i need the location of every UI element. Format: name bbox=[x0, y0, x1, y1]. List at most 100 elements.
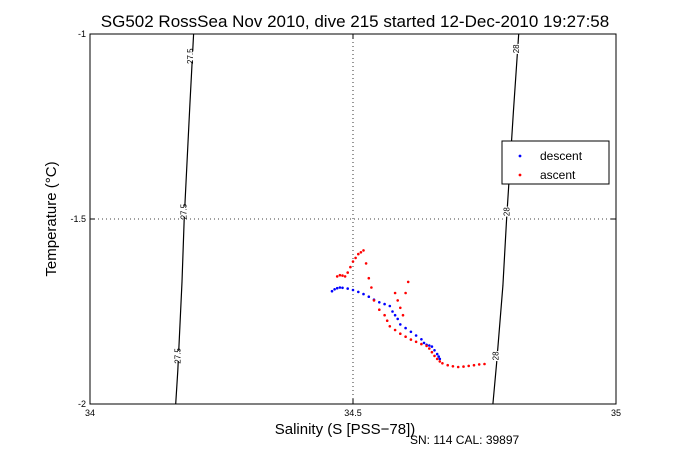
legend: descent ascent bbox=[501, 140, 610, 185]
x-tick-label: 35 bbox=[611, 408, 621, 418]
point-ascent bbox=[383, 313, 386, 317]
point-ascent bbox=[472, 363, 476, 367]
point-ascent bbox=[378, 308, 381, 312]
point-ascent bbox=[357, 252, 360, 256]
serial-calibration-footer: SN: 114 CAL: 39897 bbox=[410, 433, 520, 447]
point-ascent bbox=[420, 342, 423, 346]
point-descent bbox=[435, 352, 439, 356]
point-ascent bbox=[401, 313, 405, 317]
point-descent bbox=[409, 330, 413, 334]
point-descent bbox=[338, 286, 342, 289]
point-ascent bbox=[409, 338, 413, 341]
contour-label: 27.5 bbox=[186, 48, 195, 64]
point-descent bbox=[383, 302, 386, 306]
legend-label-descent: descent bbox=[540, 149, 583, 163]
point-descent bbox=[351, 288, 355, 292]
point-ascent bbox=[399, 332, 402, 336]
axis-ticks: 34 34.5 35 -1 -1.5 -2 bbox=[70, 29, 621, 418]
point-descent bbox=[414, 334, 418, 337]
contour-label: 28 bbox=[503, 207, 512, 216]
point-ascent bbox=[414, 340, 418, 344]
point-descent bbox=[388, 304, 392, 308]
point-descent bbox=[346, 287, 350, 290]
point-descent bbox=[341, 286, 344, 290]
point-ascent bbox=[404, 335, 407, 339]
point-ascent bbox=[404, 291, 407, 295]
y-axis-label: Temperature (°C) bbox=[43, 161, 60, 276]
point-descent bbox=[404, 326, 407, 330]
contour-label-bg bbox=[167, 350, 188, 362]
contour-label: 27.5 bbox=[180, 203, 189, 219]
x-axis-label: Salinity (S [PSS−78]) bbox=[275, 421, 415, 438]
x-tick-label: 34 bbox=[85, 408, 95, 418]
legend-label-ascent: ascent bbox=[540, 168, 576, 182]
point-descent bbox=[396, 317, 400, 321]
contour-line bbox=[175, 33, 195, 405]
point-ascent bbox=[477, 363, 481, 366]
contour-label: 28 bbox=[492, 351, 501, 360]
point-ascent bbox=[362, 249, 365, 252]
point-descent bbox=[378, 301, 381, 304]
point-descent bbox=[428, 344, 431, 347]
point-ascent bbox=[346, 271, 350, 274]
contour-label-bg bbox=[485, 350, 506, 362]
contour-label: 27.5 bbox=[173, 348, 182, 364]
point-ascent bbox=[364, 262, 368, 265]
legend-marker-descent bbox=[518, 154, 522, 158]
data-points bbox=[330, 249, 486, 369]
legend-marker-ascent bbox=[518, 173, 522, 177]
point-ascent bbox=[385, 319, 389, 323]
y-tick-label: -1 bbox=[78, 29, 86, 39]
point-descent bbox=[433, 349, 436, 352]
point-ascent bbox=[456, 365, 460, 369]
contour-line bbox=[492, 33, 520, 405]
point-descent bbox=[399, 323, 402, 326]
chart-title: SG502 RossSea Nov 2010, dive 215 started… bbox=[101, 12, 609, 31]
y-tick-label: -1.5 bbox=[70, 214, 86, 224]
point-ascent bbox=[370, 286, 373, 289]
point-ascent bbox=[428, 347, 431, 350]
point-ascent bbox=[372, 299, 376, 302]
point-ascent bbox=[396, 299, 400, 302]
contour-label-bg bbox=[179, 50, 201, 62]
point-descent bbox=[438, 357, 442, 361]
point-descent bbox=[333, 288, 336, 291]
point-ascent bbox=[462, 365, 465, 368]
point-ascent bbox=[435, 357, 439, 361]
point-ascent bbox=[438, 360, 442, 363]
point-descent bbox=[420, 338, 423, 341]
point-descent bbox=[357, 290, 360, 294]
point-ascent bbox=[349, 265, 352, 269]
point-ascent bbox=[359, 251, 363, 254]
point-ascent bbox=[341, 274, 344, 277]
point-descent bbox=[393, 313, 397, 317]
point-ascent bbox=[338, 273, 342, 277]
point-ascent bbox=[451, 365, 455, 368]
contour-label: 28 bbox=[512, 44, 521, 53]
density-contours: 27.5 27.5 27.5 28 28 28 bbox=[167, 33, 527, 405]
point-descent bbox=[437, 355, 441, 358]
point-ascent bbox=[446, 363, 450, 367]
point-descent bbox=[362, 292, 365, 296]
point-ascent bbox=[388, 325, 392, 328]
point-descent bbox=[391, 310, 394, 313]
legend-box bbox=[501, 140, 610, 185]
point-ascent bbox=[399, 306, 402, 310]
point-ascent bbox=[367, 276, 371, 280]
point-ascent bbox=[343, 275, 347, 278]
point-descent bbox=[330, 289, 334, 293]
point-ascent bbox=[393, 291, 397, 295]
contour-label-bg bbox=[496, 205, 517, 218]
point-ascent bbox=[335, 275, 339, 278]
point-ascent bbox=[433, 354, 436, 358]
point-ascent bbox=[354, 256, 357, 260]
point-ascent bbox=[393, 328, 397, 332]
point-descent bbox=[367, 295, 371, 299]
point-ascent bbox=[351, 260, 355, 263]
x-tick-label: 34.5 bbox=[344, 408, 362, 418]
point-ascent bbox=[483, 362, 486, 366]
contour-label-bg bbox=[173, 206, 194, 218]
y-tick-label: -2 bbox=[78, 399, 86, 409]
point-descent bbox=[430, 345, 434, 348]
